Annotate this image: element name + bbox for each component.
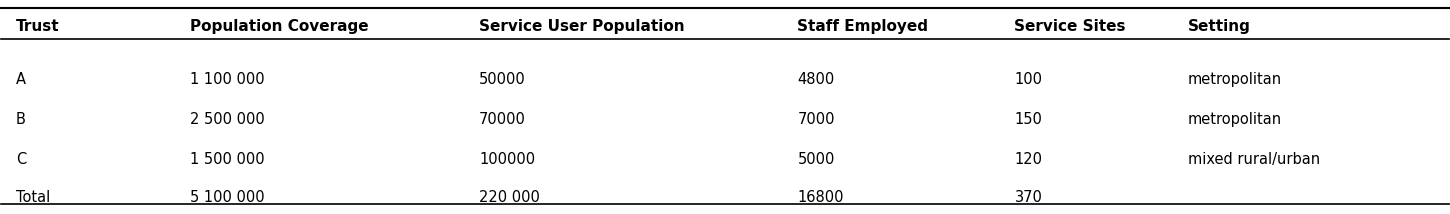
Text: B: B	[16, 112, 26, 127]
Text: metropolitan: metropolitan	[1188, 72, 1282, 87]
Text: 5 100 000: 5 100 000	[190, 190, 264, 205]
Text: Service User Population: Service User Population	[478, 19, 684, 34]
Text: 1 100 000: 1 100 000	[190, 72, 264, 87]
Text: Total: Total	[16, 190, 51, 205]
Text: 7000: 7000	[798, 112, 835, 127]
Text: 70000: 70000	[478, 112, 526, 127]
Text: A: A	[16, 72, 26, 87]
Text: Setting: Setting	[1188, 19, 1251, 34]
Text: 100: 100	[1015, 72, 1043, 87]
Text: 5000: 5000	[798, 152, 835, 167]
Text: 150: 150	[1015, 112, 1043, 127]
Text: 2 500 000: 2 500 000	[190, 112, 264, 127]
Text: C: C	[16, 152, 26, 167]
Text: 370: 370	[1015, 190, 1043, 205]
Text: Trust: Trust	[16, 19, 59, 34]
Text: 1 500 000: 1 500 000	[190, 152, 264, 167]
Text: 4800: 4800	[798, 72, 835, 87]
Text: 120: 120	[1015, 152, 1043, 167]
Text: Service Sites: Service Sites	[1015, 19, 1127, 34]
Text: Staff Employed: Staff Employed	[798, 19, 928, 34]
Text: mixed rural/urban: mixed rural/urban	[1188, 152, 1321, 167]
Text: Population Coverage: Population Coverage	[190, 19, 368, 34]
Text: metropolitan: metropolitan	[1188, 112, 1282, 127]
Text: 100000: 100000	[478, 152, 535, 167]
Text: 220 000: 220 000	[478, 190, 539, 205]
Text: 16800: 16800	[798, 190, 844, 205]
Text: 50000: 50000	[478, 72, 526, 87]
